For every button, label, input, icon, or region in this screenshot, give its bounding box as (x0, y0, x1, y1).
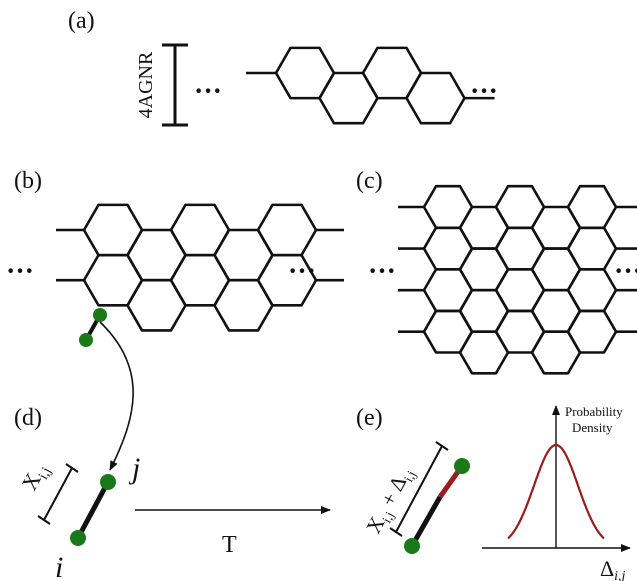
ellipsis-a-left: ··· (194, 76, 222, 107)
ellipsis-c-right: ··· (614, 256, 637, 287)
lattice-c (398, 184, 637, 375)
node-i-label: i (55, 551, 63, 581)
bond-d (70, 474, 116, 546)
transform-label: T (222, 532, 237, 558)
highlighted-bond-b (79, 308, 107, 347)
perturbed-length-label: Xi,j + Δi,j (361, 463, 419, 539)
length-bracket-d (37, 463, 79, 525)
atom-i-e (404, 538, 420, 554)
hexagon (566, 268, 618, 313)
bond-length-label: Xi,j (16, 459, 54, 497)
hexagon (256, 203, 318, 257)
density-xlabel: Δi,j (600, 556, 626, 581)
hexagon (566, 184, 618, 230)
atom-j-e (454, 458, 470, 474)
ellipsis-b-right: ··· (288, 256, 316, 287)
panel-label-d: (d) (14, 405, 42, 431)
panel-label-e: (e) (356, 405, 383, 431)
hexagon (566, 226, 618, 271)
density-curve (507, 443, 605, 540)
ellipsis-c-left: ··· (368, 256, 396, 287)
panel-label-b: (b) (14, 168, 42, 194)
atom-i (70, 530, 86, 546)
density-ylabel-line1: Probability (565, 404, 623, 419)
hexagon (405, 71, 466, 125)
atom-j (100, 474, 116, 490)
atom-i-small (79, 333, 93, 347)
ellipsis-b-left: ··· (6, 256, 34, 287)
density-ylabel-line2: Density (572, 420, 613, 435)
lattice-4agnr (246, 46, 495, 125)
panel-label-a: (a) (68, 8, 95, 34)
density-plot (482, 405, 631, 552)
lattice-b (56, 203, 344, 332)
panel-label-c: (c) (356, 168, 383, 194)
bond-e (404, 458, 470, 554)
hexagon (566, 309, 618, 354)
node-j-label: j (128, 452, 140, 485)
ellipsis-a-right: ··· (470, 76, 498, 107)
length-bracket-e (389, 441, 449, 537)
zoom-arrow (99, 321, 134, 471)
ribbon-width-bar (162, 43, 188, 127)
ribbon-label: 4AGNR (135, 51, 157, 118)
atom-j-small (93, 308, 107, 322)
